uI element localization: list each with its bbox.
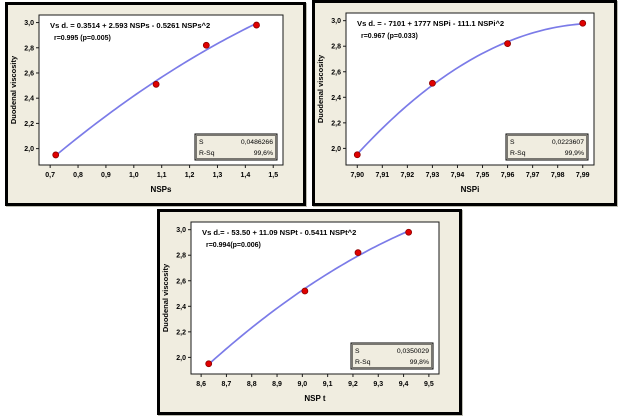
y-tick-label: 2,4 xyxy=(176,304,186,311)
x-tick-label: 0,7 xyxy=(45,172,55,179)
x-tick-label: 9,5 xyxy=(424,381,434,388)
stats-rsq-label: R-Sq xyxy=(510,150,526,157)
stats-rsq-value: 99,8% xyxy=(410,359,429,366)
x-tick-label: 1,1 xyxy=(157,172,167,179)
stats-rsq-value: 99,9% xyxy=(565,150,584,157)
y-tick-label: 3,0 xyxy=(24,20,34,27)
x-tick-label: 8,9 xyxy=(272,381,282,388)
x-tick-label: 7,95 xyxy=(476,172,490,179)
chart-panel-nspi: 7,90 7,91 7,92 7,93 7,94 7,95 7,96 7,97 7,98 7,99… xyxy=(312,0,617,206)
x-tick-label: 9,4 xyxy=(399,381,409,388)
fit-line xyxy=(54,22,258,157)
data-point xyxy=(205,360,213,368)
stats-box xyxy=(505,133,589,161)
x-axis-label: NSP t xyxy=(304,394,326,403)
stats-rsq-label: R-Sq xyxy=(355,359,371,366)
y-axis-label: Duodenal viscosity xyxy=(316,54,325,123)
x-tick-label: 7,99 xyxy=(576,172,590,179)
stats-s-value: 0,0486266 xyxy=(241,139,273,146)
x-tick-label: 8,8 xyxy=(247,381,257,388)
chart-canvas: 7,90 7,91 7,92 7,93 7,94 7,95 7,96 7,97 7,98 7,99… xyxy=(316,12,595,194)
x-tick-label: 1,3 xyxy=(213,172,223,179)
chart-subtitle: r=0.967 (p=0.033) xyxy=(361,33,418,40)
chart-title: Vs d.= - 53.50 + 11.09 NSPt - 0.5411 NSP… xyxy=(202,228,356,237)
y-tick-label: 2,2 xyxy=(24,121,34,128)
data-point xyxy=(52,151,60,159)
x-tick-label: 7,96 xyxy=(501,172,515,179)
y-tick-label: 3,0 xyxy=(331,18,341,25)
data-point xyxy=(579,19,587,27)
y-tick-label: 2,2 xyxy=(176,329,186,336)
data-point xyxy=(354,249,362,257)
x-axis-label: NSPi xyxy=(461,185,480,194)
x-tick-label: 7,91 xyxy=(376,172,390,179)
data-point xyxy=(202,41,210,49)
x-tick-label: 0,9 xyxy=(101,172,111,179)
x-tick-label: 1,5 xyxy=(268,172,278,179)
stats-box xyxy=(194,133,278,161)
x-tick-label: 1,4 xyxy=(240,172,250,179)
fit-line xyxy=(207,230,410,366)
data-point xyxy=(253,21,260,29)
stats-s-label: S xyxy=(199,139,204,146)
y-tick-label: 2,8 xyxy=(176,253,186,260)
data-point xyxy=(301,287,309,295)
y-tick-label: 2,0 xyxy=(176,355,186,362)
y-tick-label: 2,6 xyxy=(331,69,341,76)
x-tick-label: 7,97 xyxy=(526,172,540,179)
x-tick-label: 9,0 xyxy=(297,381,307,388)
x-tick-label: 8,7 xyxy=(222,381,232,388)
y-axis-label: Duodenal viscosity xyxy=(161,263,170,332)
data-point xyxy=(504,40,511,48)
y-tick-label: 2,6 xyxy=(176,278,186,285)
x-tick-label: 9,1 xyxy=(323,381,333,388)
x-tick-label: 9,2 xyxy=(348,381,358,388)
x-axis-label: NSPs xyxy=(151,185,172,194)
y-axis-label: Duodenal viscosity xyxy=(9,55,18,124)
stats-box-inner-frame xyxy=(196,135,276,159)
chart-title: Vs d. = 0.3514 + 2.593 NSPs - 0.5261 NSP… xyxy=(50,21,210,30)
stats-s-label: S xyxy=(355,348,360,355)
chart-panel-nsps: 0,7 0,8 0,9 1,0 1,1 1,2 1,3 1,4 1,5 2,0 2,2 2,4 2,6 2… xyxy=(5,2,306,206)
x-tick-label: 1,2 xyxy=(185,172,195,179)
data-point xyxy=(152,80,160,88)
stats-rsq-value: 99,6% xyxy=(254,150,273,157)
chart-canvas: 0,7 0,8 0,9 1,0 1,1 1,2 1,3 1,4 1,5 2,0 2,2 2,4 2,6 2… xyxy=(9,14,284,194)
data-point xyxy=(353,151,361,159)
x-tick-label: 0,8 xyxy=(73,172,83,179)
chart-panel-nspt: 8,6 8,7 8,8 8,9 9,0 9,1 9,2 9,3 9,4 9,5 2,0 2,2 2,4 2… xyxy=(157,209,462,415)
y-tick-label: 2,4 xyxy=(24,96,34,103)
chart-subtitle: r=0.995 (p=0.005) xyxy=(54,35,111,42)
y-tick-label: 2,8 xyxy=(331,44,341,51)
chart-canvas: 8,6 8,7 8,8 8,9 9,0 9,1 9,2 9,3 9,4 9,5 2,0 2,2 2,4 2… xyxy=(161,221,440,403)
x-tick-label: 7,98 xyxy=(551,172,565,179)
y-tick-label: 2,8 xyxy=(24,45,34,52)
x-tick-label: 7,92 xyxy=(401,172,415,179)
fit-line xyxy=(356,23,584,155)
data-point xyxy=(405,228,413,236)
y-tick-label: 2,0 xyxy=(24,146,34,153)
x-tick-label: 7,93 xyxy=(426,172,440,179)
x-tick-label: 1,0 xyxy=(129,172,139,179)
stats-s-value: 0,0350029 xyxy=(397,348,429,355)
y-tick-label: 2,4 xyxy=(331,95,341,102)
y-tick-label: 2,2 xyxy=(331,120,341,127)
x-tick-label: 7,90 xyxy=(350,172,364,179)
stats-box xyxy=(350,342,434,370)
x-tick-label: 7,94 xyxy=(451,172,465,179)
y-tick-label: 3,0 xyxy=(176,227,186,234)
x-tick-label: 9,3 xyxy=(373,381,383,388)
chart-subtitle: r=0.994(p=0.006) xyxy=(206,242,261,249)
x-tick-label: 8,6 xyxy=(196,381,206,388)
chart-title: Vs d. = - 7101 + 1777 NSPi - 111.1 NSPi^… xyxy=(357,19,504,28)
stats-s-label: S xyxy=(510,139,515,146)
stats-box-inner-frame xyxy=(352,344,432,368)
y-tick-label: 2,0 xyxy=(331,146,341,153)
stats-rsq-label: R-Sq xyxy=(199,150,215,157)
data-point xyxy=(429,79,436,87)
stats-box-inner-frame xyxy=(507,135,587,159)
y-tick-label: 2,6 xyxy=(24,70,34,77)
stats-s-value: 0,0223607 xyxy=(552,139,584,146)
